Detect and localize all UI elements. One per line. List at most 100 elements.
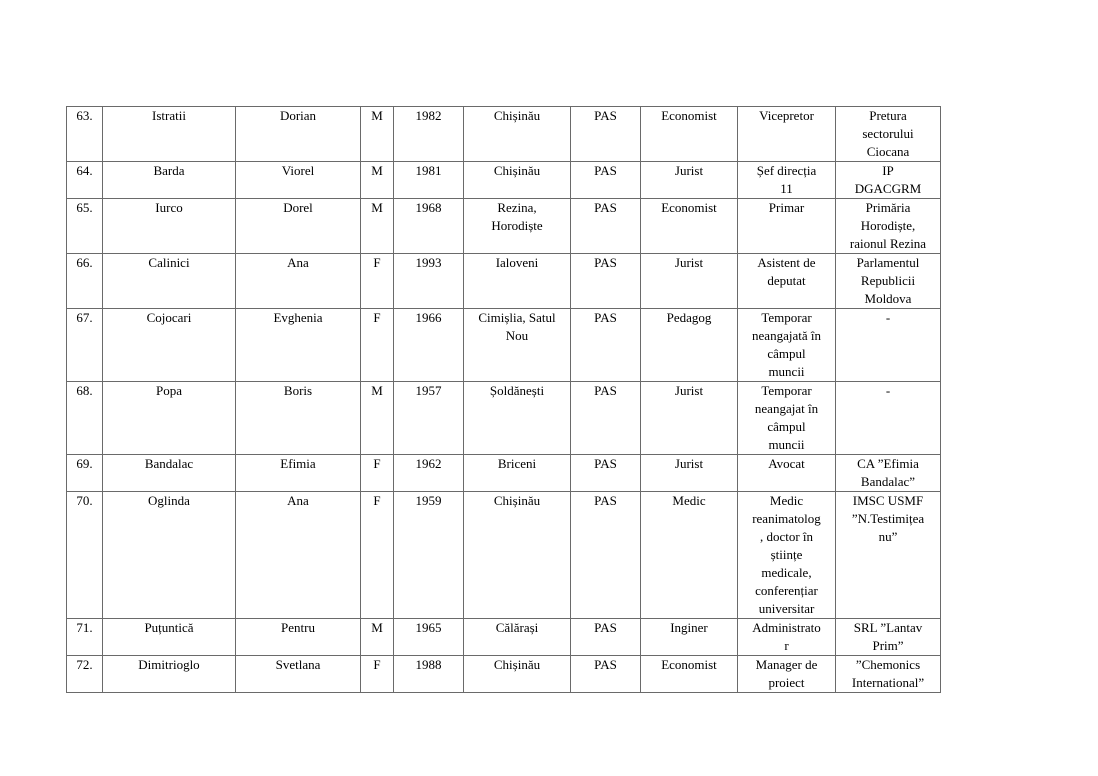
cell-first-name: Evghenia: [235, 308, 361, 382]
cell-position: Administrato r: [737, 618, 836, 656]
cell-number: 68.: [66, 381, 103, 455]
table-row: 63. Istratii Dorian M 1982 Chișinău PAS Economi…: [66, 106, 941, 162]
cell-locality: Rezina, Horodiște: [463, 198, 571, 254]
cell-birth-year: 1962: [393, 454, 464, 492]
cell-number: 65.: [66, 198, 103, 254]
cell-party: PAS: [570, 454, 641, 492]
cell-organization: SRL ”Lantav Prim”: [835, 618, 941, 656]
table-row: 67. Cojocari Evghenia F 1966 Cimișlia, Satul …: [66, 308, 941, 382]
cell-birth-year: 1957: [393, 381, 464, 455]
cell-locality: Briceni: [463, 454, 571, 492]
cell-organization: Primăria Horodiște, raionul Rezina: [835, 198, 941, 254]
cell-profession: Jurist: [640, 161, 738, 199]
cell-party: PAS: [570, 198, 641, 254]
table-row: 69. Bandalac Efimia F 1962 Briceni PAS Jurist Av…: [66, 454, 941, 492]
cell-organization: IP DGACGRM: [835, 161, 941, 199]
cell-organization: Parlamentul Republicii Moldova: [835, 253, 941, 309]
table-row: 66. Calinici Ana F 1993 Ialoveni PAS Jurist Asis…: [66, 253, 941, 309]
cell-profession: Inginer: [640, 618, 738, 656]
cell-number: 66.: [66, 253, 103, 309]
cell-birth-year: 1993: [393, 253, 464, 309]
cell-profession: Economist: [640, 198, 738, 254]
cell-position: Asistent de deputat: [737, 253, 836, 309]
cell-first-name: Ana: [235, 253, 361, 309]
cell-locality: Călărași: [463, 618, 571, 656]
cell-position: Temporar neangajat în câmpul muncii: [737, 381, 836, 455]
cell-first-name: Svetlana: [235, 655, 361, 693]
cell-surname: Calinici: [102, 253, 236, 309]
cell-party: PAS: [570, 308, 641, 382]
cell-organization: IMSC USMF ”N.Testimițea nu”: [835, 491, 941, 619]
cell-position: Avocat: [737, 454, 836, 492]
cell-profession: Jurist: [640, 381, 738, 455]
cell-gender: F: [360, 454, 394, 492]
cell-first-name: Dorel: [235, 198, 361, 254]
cell-first-name: Dorian: [235, 106, 361, 162]
cell-profession: Jurist: [640, 253, 738, 309]
cell-number: 70.: [66, 491, 103, 619]
cell-surname: Iurco: [102, 198, 236, 254]
cell-position: Manager de proiect: [737, 655, 836, 693]
cell-gender: F: [360, 491, 394, 619]
cell-locality: Cimișlia, Satul Nou: [463, 308, 571, 382]
table-row: 65. Iurco Dorel M 1968 Rezina, Horodiște PAS Ec…: [66, 198, 941, 254]
cell-profession: Pedagog: [640, 308, 738, 382]
cell-number: 71.: [66, 618, 103, 656]
table-body: 63. Istratii Dorian M 1982 Chișinău PAS Economi…: [66, 106, 941, 693]
cell-party: PAS: [570, 618, 641, 656]
candidates-table: 63. Istratii Dorian M 1982 Chișinău PAS Economi…: [66, 106, 941, 693]
cell-birth-year: 1965: [393, 618, 464, 656]
cell-number: 72.: [66, 655, 103, 693]
cell-profession: Medic: [640, 491, 738, 619]
cell-organization: -: [835, 381, 941, 455]
cell-party: PAS: [570, 655, 641, 693]
cell-number: 67.: [66, 308, 103, 382]
cell-position: Primar: [737, 198, 836, 254]
cell-gender: M: [360, 161, 394, 199]
cell-surname: Puțuntică: [102, 618, 236, 656]
table-row: 64. Barda Viorel M 1981 Chișinău PAS Jurist Șef …: [66, 161, 941, 199]
cell-locality: Chișinău: [463, 161, 571, 199]
cell-birth-year: 1981: [393, 161, 464, 199]
cell-party: PAS: [570, 161, 641, 199]
cell-gender: M: [360, 106, 394, 162]
cell-first-name: Ana: [235, 491, 361, 619]
cell-organization: ”Chemonics International”: [835, 655, 941, 693]
table-row: 70. Oglinda Ana F 1959 Chișinău PAS Medic Medic …: [66, 491, 941, 619]
cell-gender: F: [360, 655, 394, 693]
cell-locality: Chișinău: [463, 491, 571, 619]
cell-profession: Economist: [640, 106, 738, 162]
cell-birth-year: 1966: [393, 308, 464, 382]
cell-profession: Jurist: [640, 454, 738, 492]
cell-birth-year: 1988: [393, 655, 464, 693]
cell-surname: Barda: [102, 161, 236, 199]
cell-gender: M: [360, 381, 394, 455]
cell-locality: Chișinău: [463, 655, 571, 693]
cell-surname: Bandalac: [102, 454, 236, 492]
cell-first-name: Viorel: [235, 161, 361, 199]
table-row: 72. Dimitrioglo Svetlana F 1988 Chișinău PAS Ec…: [66, 655, 941, 693]
cell-surname: Oglinda: [102, 491, 236, 619]
cell-first-name: Efimia: [235, 454, 361, 492]
cell-profession: Economist: [640, 655, 738, 693]
table-row: 71. Puțuntică Pentru M 1965 Călărași PAS Ingine…: [66, 618, 941, 656]
cell-organization: -: [835, 308, 941, 382]
cell-surname: Popa: [102, 381, 236, 455]
cell-birth-year: 1982: [393, 106, 464, 162]
cell-birth-year: 1959: [393, 491, 464, 619]
cell-number: 64.: [66, 161, 103, 199]
cell-first-name: Boris: [235, 381, 361, 455]
cell-first-name: Pentru: [235, 618, 361, 656]
cell-party: PAS: [570, 253, 641, 309]
cell-locality: Chișinău: [463, 106, 571, 162]
cell-gender: M: [360, 198, 394, 254]
cell-party: PAS: [570, 491, 641, 619]
cell-number: 63.: [66, 106, 103, 162]
cell-party: PAS: [570, 381, 641, 455]
cell-position: Vicepretor: [737, 106, 836, 162]
cell-party: PAS: [570, 106, 641, 162]
cell-number: 69.: [66, 454, 103, 492]
cell-organization: Pretura sectorului Ciocana: [835, 106, 941, 162]
cell-position: Medic reanimatolog , doctor în științe m…: [737, 491, 836, 619]
